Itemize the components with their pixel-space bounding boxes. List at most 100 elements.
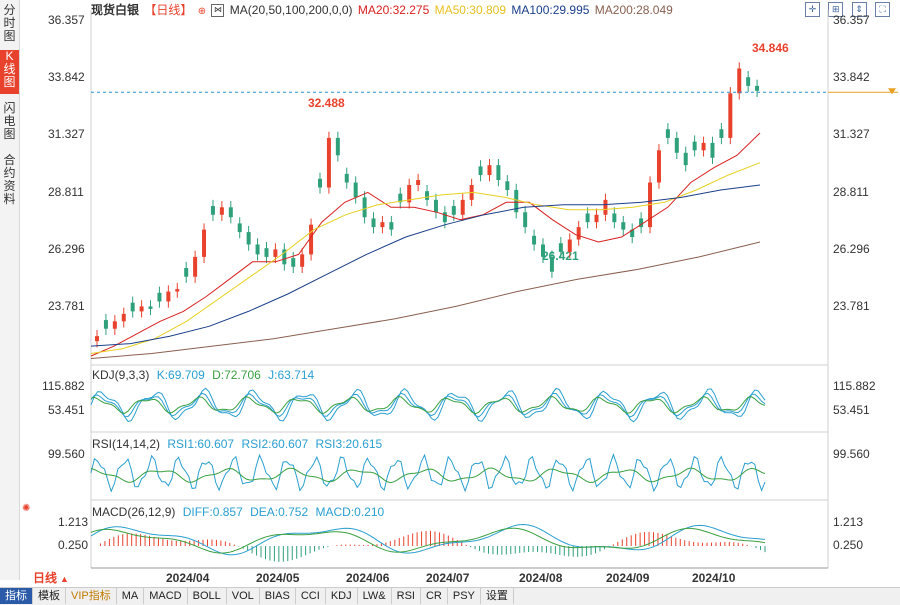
tab-bias[interactable]: BIAS (260, 588, 296, 604)
candle (603, 199, 608, 215)
candle (746, 77, 751, 86)
candle (184, 268, 189, 277)
price-tick: 31.327 (48, 127, 85, 141)
candle (576, 227, 581, 240)
candle (219, 207, 224, 215)
month-label: 2024/10 (692, 571, 736, 585)
sidebar-item-flash[interactable]: 闪电图 (3, 101, 16, 141)
price-tick: 28.811 (48, 185, 84, 199)
candle (639, 218, 644, 228)
candle (549, 256, 554, 272)
candle (701, 142, 706, 151)
tab-settings[interactable]: 设置 (481, 588, 514, 604)
candle (380, 222, 385, 228)
candle (665, 129, 670, 138)
tab-macd[interactable]: MACD (144, 588, 188, 604)
candle (344, 173, 349, 183)
tab-template[interactable]: 模板 (33, 588, 66, 604)
candle (425, 191, 430, 200)
period-label[interactable]: 【日线】 (144, 3, 193, 17)
tab-kdj[interactable]: KDJ (326, 588, 358, 604)
candle (112, 321, 117, 329)
ma100-value: MA100:29.995 (511, 3, 590, 17)
sidebar-item-kline[interactable]: K线图 (0, 50, 19, 94)
macd-dea-line (90, 527, 766, 554)
candle (318, 178, 322, 188)
candle (567, 239, 572, 252)
ma200-value: MA200:28.049 (594, 3, 673, 17)
ma50-line (90, 162, 761, 354)
candle (228, 207, 233, 218)
price-tick-right: 31.327 (833, 127, 870, 141)
peak-annotation-may: 32.488 (308, 96, 345, 110)
last-price-arrow (888, 88, 896, 95)
left-sidebar: 分时图 K线图 闪电图 合约资料 (0, 0, 20, 580)
candle (246, 232, 251, 245)
candle (719, 129, 724, 138)
price-tick: 33.842 (48, 70, 85, 84)
tab-psy[interactable]: PSY (448, 588, 481, 604)
candle (264, 248, 269, 257)
rsi-tick-right: 99.560 (833, 447, 870, 461)
candle (728, 93, 733, 138)
candle (95, 336, 99, 342)
rsi-header: RSI(14,14,2) RSI1:60.607 RSI2:60.607 RSI… (92, 437, 383, 451)
tab-cci[interactable]: CCI (296, 588, 326, 604)
candle (656, 150, 661, 183)
sidebar-item-timeline[interactable]: 分时图 (3, 3, 16, 43)
macd-tick-right: 1.213 (833, 515, 864, 529)
kdj-tick-right: 115.882 (833, 379, 876, 393)
tab-boll[interactable]: BOLL (188, 588, 227, 604)
candle (594, 214, 599, 223)
tab-lw[interactable]: LW& (358, 588, 392, 604)
tab-ma[interactable]: MA (117, 588, 145, 604)
candle (478, 166, 483, 176)
candle (585, 213, 590, 223)
candle (505, 181, 510, 190)
month-label: 2024/07 (426, 571, 470, 585)
tab-vip[interactable]: VIP指标 (66, 588, 117, 604)
candle (210, 206, 215, 215)
kdj-header: KDJ(9,3,3) K:69.709 D:72.706 J:63.714 (92, 368, 315, 382)
alert-icon[interactable]: ✺ (22, 503, 31, 514)
candle (514, 189, 519, 213)
candle (273, 249, 278, 257)
month-label: 2024/08 (519, 571, 563, 585)
price-tick-right: 36.357 (833, 13, 870, 27)
candle (541, 244, 545, 257)
price-tick: 23.781 (48, 299, 85, 313)
kdj-d-line (90, 395, 766, 415)
candle (353, 182, 358, 198)
candle (335, 137, 340, 156)
crosshair-icon[interactable]: ✛ (804, 2, 820, 17)
candle (737, 68, 742, 94)
tab-indicators[interactable]: 指标 (0, 588, 33, 604)
price-tick-right: 23.781 (833, 299, 870, 313)
kdj-tick-right: 53.451 (833, 403, 870, 417)
tab-rsi[interactable]: RSI (392, 588, 421, 604)
ma20-line (90, 132, 761, 357)
zoom-icon[interactable]: ⊞ (828, 2, 844, 17)
candle (175, 289, 180, 292)
sidebar-item-contract-info[interactable]: 合约资料 (3, 153, 16, 206)
chart-header: 现货白银 【日线】 ⊕ ⋈ MA(20,50,100,200,0,0) MA20… (91, 1, 675, 19)
ma-settings-icon[interactable]: ⋈ (211, 4, 225, 18)
candle (416, 180, 421, 185)
month-label: 2024/04 (166, 571, 210, 585)
candle (496, 165, 501, 181)
price-tick-right: 28.811 (833, 185, 869, 199)
pan-icon[interactable]: ⇕ (851, 2, 867, 17)
candle (460, 199, 465, 215)
price-tick-right: 26.296 (833, 242, 870, 256)
candle (487, 165, 492, 176)
add-icon[interactable]: ⊕ (197, 6, 207, 17)
tab-cr[interactable]: CR (421, 588, 448, 604)
candle (139, 306, 144, 312)
candle (237, 223, 242, 233)
ma200-line (90, 241, 761, 359)
fullscreen-icon[interactable]: ⛶ (875, 2, 890, 17)
tab-vol[interactable]: VOL (227, 588, 260, 604)
period-select[interactable]: 日线 ▲ (33, 571, 69, 585)
candle (398, 193, 403, 203)
candle (433, 199, 438, 213)
